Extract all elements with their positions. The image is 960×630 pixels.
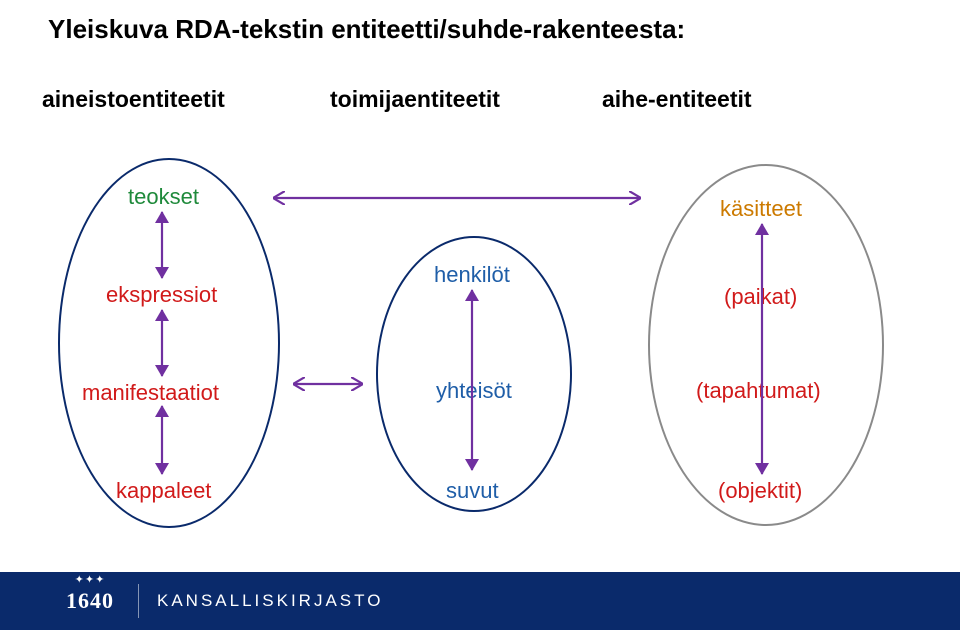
crest-icon: ✦✦✦ <box>75 573 106 586</box>
node-suvut: suvut <box>446 478 499 504</box>
column-header-right: aihe-entiteetit <box>602 86 752 113</box>
diagram-title: Yleiskuva RDA-tekstin entiteetti/suhde-r… <box>48 14 685 45</box>
ellipse-left <box>58 158 280 528</box>
node-paikat: (paikat) <box>724 284 797 310</box>
footer-brand: KANSALLISKIRJASTO <box>157 591 383 611</box>
column-header-mid: toimijaentiteetit <box>330 86 500 113</box>
footer-bar: ✦✦✦ 1640 KANSALLISKIRJASTO <box>0 572 960 630</box>
footer-logo: ✦✦✦ 1640 <box>60 581 120 621</box>
node-teokset: teokset <box>128 184 199 210</box>
node-yhteisot: yhteisöt <box>436 378 512 404</box>
node-objektit: (objektit) <box>718 478 802 504</box>
node-ekspressiot: ekspressiot <box>106 282 217 308</box>
node-henkilot: henkilöt <box>434 262 510 288</box>
node-kappaleet: kappaleet <box>116 478 211 504</box>
node-tapahtumat: (tapahtumat) <box>696 378 821 404</box>
node-kasitteet: käsitteet <box>720 196 802 222</box>
node-manifestaatiot: manifestaatiot <box>82 380 219 406</box>
diagram-stage: Yleiskuva RDA-tekstin entiteetti/suhde-r… <box>0 0 960 630</box>
footer-year: 1640 <box>66 588 114 614</box>
footer-divider <box>138 584 139 618</box>
column-header-left: aineistoentiteetit <box>42 86 225 113</box>
